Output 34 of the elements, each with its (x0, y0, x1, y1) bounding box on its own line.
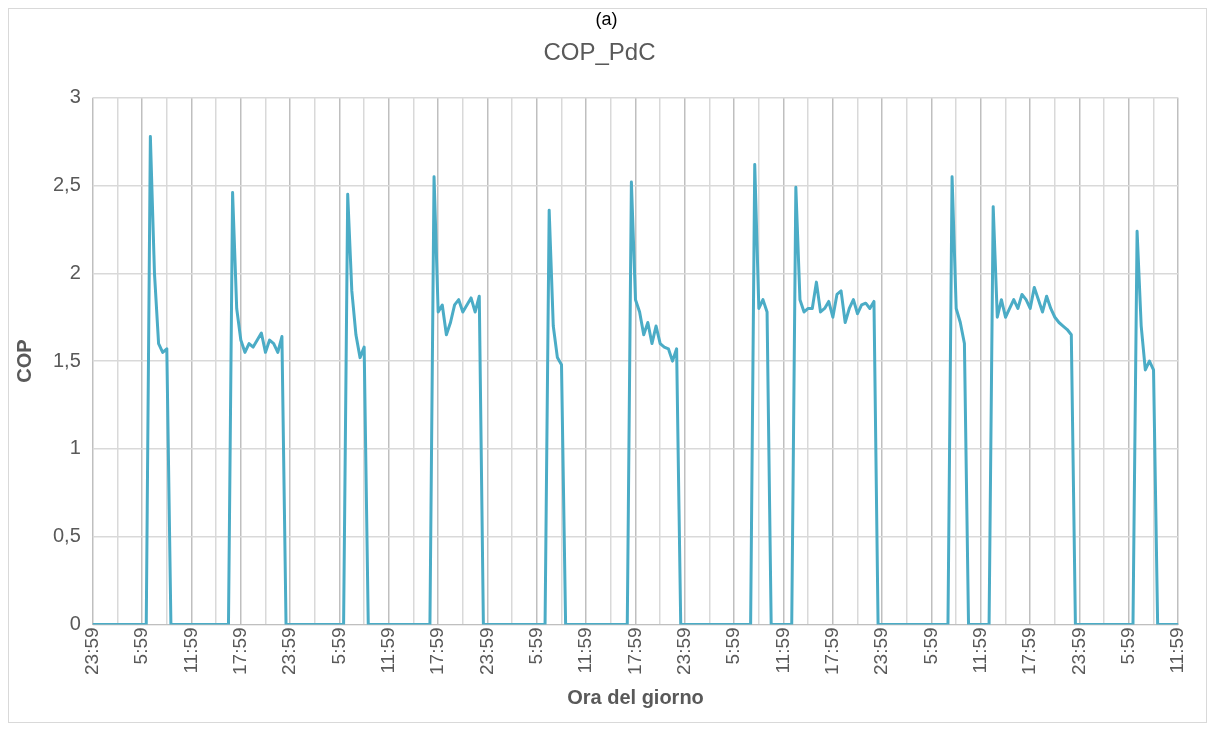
x-axis-title: Ora del giorno (567, 685, 704, 708)
x-tick-label: 5:59 (130, 627, 152, 665)
x-tick-label: 17:59 (426, 627, 448, 675)
y-tick-label: 1 (69, 436, 81, 459)
x-tick-label: 5:59 (525, 627, 547, 665)
x-tick-label: 23:59 (673, 627, 695, 675)
x-tick-label: 23:59 (1067, 627, 1089, 675)
x-tick-label: 17:59 (1018, 627, 1040, 675)
y-tick-label: 0,5 (52, 524, 81, 547)
y-tick-label: 1,5 (52, 348, 81, 371)
x-tick-label: 23:59 (870, 627, 892, 675)
y-axis-title: COP (12, 339, 35, 383)
x-tick-label: 17:59 (229, 627, 251, 675)
x-tick-label: 11:59 (574, 627, 596, 674)
y-tick-label: 3 (69, 85, 81, 108)
x-tick-label: 23:59 (81, 627, 103, 675)
x-tick-label: 5:59 (327, 627, 349, 665)
x-tick-label: 23:59 (278, 627, 300, 675)
y-tick-label: 2 (69, 260, 81, 283)
x-tick-label: 17:59 (821, 627, 843, 675)
y-tick-label: 0 (69, 611, 81, 634)
x-tick-label: 11:59 (377, 627, 399, 674)
text: (a) (595, 8, 618, 29)
x-tick-label: 11:59 (1166, 627, 1188, 674)
x-tick-label: 17:59 (623, 627, 645, 675)
x-tick-label: 5:59 (1117, 627, 1139, 665)
x-tick-label: 11:59 (969, 627, 991, 674)
x-tick-label: 5:59 (919, 627, 941, 665)
x-tick-label: 5:59 (722, 627, 744, 665)
y-tick-label: 2,5 (52, 173, 81, 196)
x-tick-label: 11:59 (179, 627, 201, 674)
x-tick-label: 11:59 (771, 627, 793, 674)
chart-title: COP_PdC (543, 38, 656, 66)
x-tick-label: 23:59 (475, 627, 497, 675)
